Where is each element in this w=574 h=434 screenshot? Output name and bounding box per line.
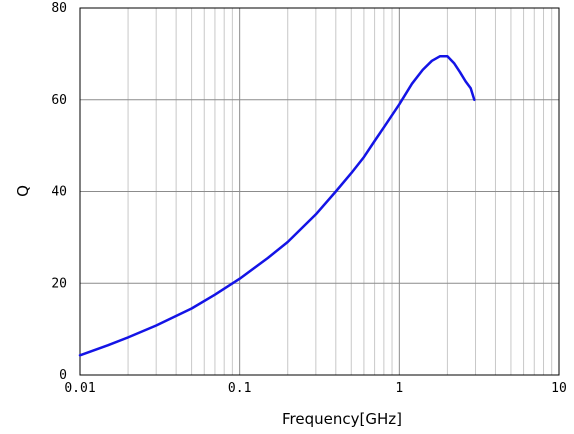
plot-frame <box>79 7 560 376</box>
x-tick-labels: 0.01 0.1 1 10 <box>64 381 566 396</box>
y-axis-title: Q <box>14 185 32 197</box>
series-layer <box>78 54 476 357</box>
y-tick-label: 20 <box>51 276 67 291</box>
x-tick-label: 1 <box>395 381 403 396</box>
x-axis-title: Frequency[GHz] <box>282 410 402 428</box>
y-tick-label: 60 <box>51 93 67 108</box>
x-tick-label: 0.01 <box>64 381 95 396</box>
y-tick-label: 80 <box>51 1 67 16</box>
grid <box>80 8 559 375</box>
y-tick-label: 40 <box>51 185 67 200</box>
x-tick-label: 10 <box>551 381 567 396</box>
x-tick-label: 0.1 <box>228 381 251 396</box>
q-series-line <box>78 54 476 357</box>
y-tick-label: 0 <box>59 368 67 383</box>
y-tick-labels: 0 20 40 60 80 <box>51 1 67 383</box>
